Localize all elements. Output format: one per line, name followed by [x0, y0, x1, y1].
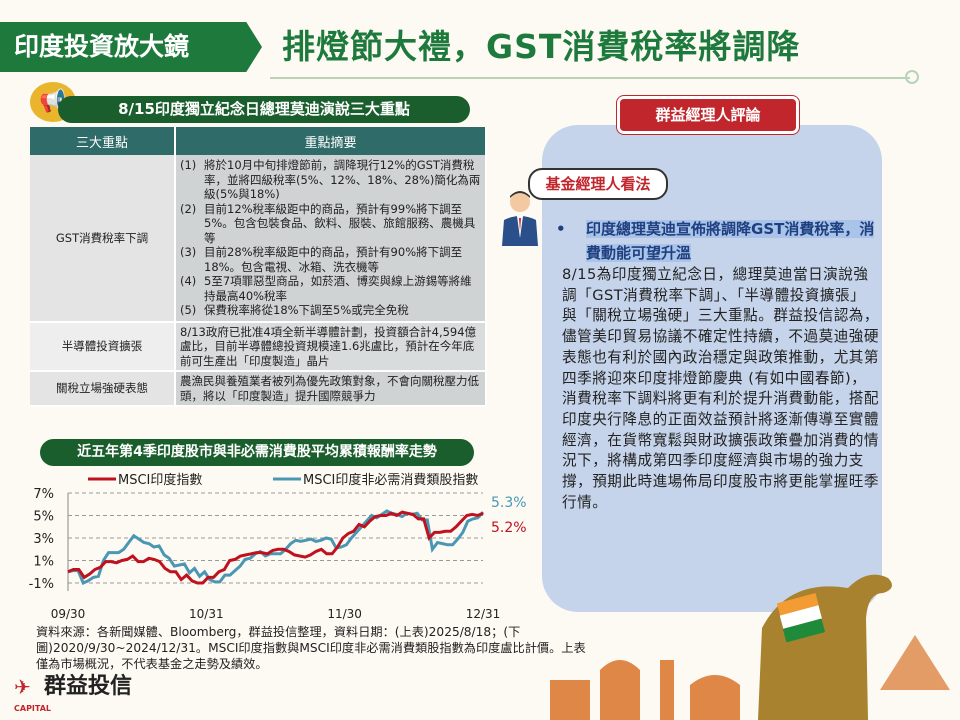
column-header: 重點摘要 — [175, 127, 487, 155]
bullet-icon: • — [556, 220, 566, 238]
mountain-icon — [880, 635, 950, 690]
legend-label: MSCI印度非必需消費類股指數 — [303, 472, 478, 488]
series-line — [67, 510, 484, 585]
page-title: 排燈節大禮，GST消費稅率將調降 — [282, 27, 801, 66]
column-header: 三大重點 — [30, 127, 176, 155]
manager-avatar-icon — [502, 191, 538, 246]
item-number: (1) — [180, 158, 197, 172]
speech-bubble: 基金經理人看法 — [528, 168, 668, 200]
x-tick-label: 11/30 — [327, 607, 362, 621]
capital-logo: ✈ 群益投信 CAPITAL — [14, 674, 214, 718]
row-key: 半導體投資擴張 — [30, 321, 176, 372]
decor-circle — [905, 70, 919, 84]
chart-title: 近五年第4季印度股市與非必需消費股平均累積報酬率走勢 — [40, 439, 474, 466]
item-text: 5至7項罪惡型商品，如菸酒、博奕與線上游錫等將維持最高40%稅率 — [204, 274, 472, 303]
table-container: 三大重點 重點摘要 GST消費稅率下調 (1) 將於10月中旬排燈節前，調降現行12… — [30, 127, 487, 407]
logo-mark-icon: ✈ — [14, 675, 31, 699]
key-points-table: 三大重點 重點摘要 GST消費稅率下調 (1) 將於10月中旬排燈節前，調降現行12… — [30, 127, 487, 407]
table-row: GST消費稅率下調 (1) 將於10月中旬排燈節前，調降現行12%的GST消費稅率… — [30, 155, 487, 323]
logo-name: 群益投信 — [44, 674, 133, 699]
item-number: (4) — [180, 274, 197, 288]
item-number: (3) — [180, 245, 197, 259]
item-text: 將於10月中旬排燈節前，調降現行12%的GST消費稅率，並將四級稅率(5%、12… — [204, 158, 481, 201]
table-row: 關稅立場強硬表態 農漁民與養殖業者被列為優先政策對象，不會向關稅壓力低頭，將以「印… — [30, 371, 487, 407]
headline-bullet: • 印度總理莫迪宣佈將調降GST消費稅率，消費動能可望升溫 — [556, 217, 876, 265]
item-number: (2) — [180, 201, 197, 216]
table-row: 半導體投資擴張 8/13政府已批准4項全新半導體計劃，投資額合計4,594億盧比，… — [30, 321, 487, 372]
row-summary: 農漁民與養殖業者被列為優先政策對象，不會向關稅壓力低頭，將以「印度製造」提升國際… — [175, 371, 487, 407]
source-note: 資料來源：各新聞媒體、Bloomberg，群益投信整理，資料日期：(上表)202… — [36, 625, 586, 671]
row-key: GST消費稅率下調 — [30, 155, 176, 323]
y-tick-label: 7% — [33, 487, 54, 502]
commentary-body: 8/15為印度獨立紀念日，總理莫迪當日演說強調「GST消費稅率下調」、「半導體投… — [562, 266, 879, 511]
y-tick-label: 5% — [33, 510, 54, 525]
x-tick-label: 12/31 — [466, 607, 501, 621]
legend-label: MSCI印度指數 — [118, 472, 202, 488]
row-summary: (1) 將於10月中旬排燈節前，調降現行12%的GST消費稅率，並將四級稅率(5%… — [175, 155, 487, 323]
end-value-label: 5.3% — [491, 495, 527, 511]
section-badge: 印度投資放大鏡 — [0, 22, 262, 72]
commentary-panel — [542, 125, 882, 612]
logo-en: CAPITAL — [14, 704, 52, 713]
elephant-icon — [758, 574, 892, 720]
table-title: 8/15印度獨立紀念日總理莫迪演說三大重點 — [58, 96, 470, 123]
row-key: 關稅立場強硬表態 — [30, 371, 176, 407]
y-tick-label: -1% — [29, 577, 54, 592]
series-line — [67, 509, 485, 585]
x-tick-label: 09/30 — [51, 607, 86, 621]
commentary-label: 群益經理人評論 — [620, 99, 796, 131]
end-value-label: 5.2% — [491, 520, 527, 536]
x-tick-label: 10/31 — [189, 607, 224, 621]
row-summary: 8/13政府已批准4項全新半導體計劃，投資額合計4,594億盧比，目前半導體總投… — [175, 321, 487, 372]
headline-text: 印度總理莫迪宣佈將調降GST消費稅率，消費動能可望升溫 — [586, 220, 875, 262]
divider — [270, 77, 910, 79]
y-tick-label: 3% — [33, 532, 54, 547]
line-chart: 7% 5% 3% 1% -1% 09/30 10/31 11/30 12/31 MSCI印度指數 M… — [29, 472, 527, 621]
y-tick-label: 1% — [33, 555, 54, 570]
item-text: 保費稅率將從18%下調至5%或完全免稅 — [204, 303, 409, 317]
item-text: 目前12%稅率級距中的商品，預計有99%將下調至5%。包含包裝食品、飲料、服裝、… — [204, 201, 476, 245]
item-number: (5) — [180, 303, 197, 317]
item-text: 目前28%稅率級距中的商品，預計有90%將下調至18%。包含電視、冰箱、洗衣機等 — [204, 245, 463, 274]
